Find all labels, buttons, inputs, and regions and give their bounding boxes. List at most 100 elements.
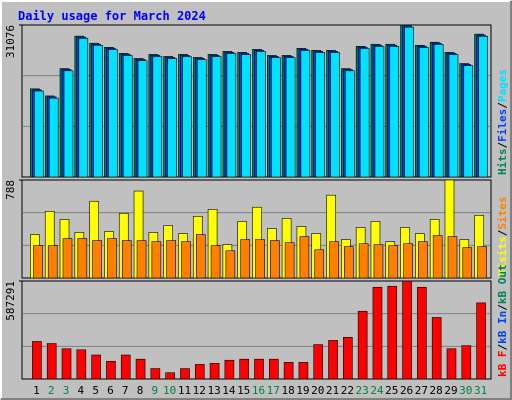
bar: [150, 368, 161, 380]
x-tick-label: 18: [281, 384, 294, 397]
x-tick-label: 3: [63, 384, 70, 397]
bar: [165, 372, 175, 380]
x-tick-label: 15: [237, 384, 250, 397]
bar: [91, 354, 101, 380]
bar: [284, 242, 295, 279]
legend-item: Sites: [496, 197, 509, 230]
legend-item: Pages: [496, 69, 509, 102]
x-tick-label: 12: [193, 384, 206, 397]
x-tick-label: 24: [370, 384, 384, 397]
x-tick-label: 9: [152, 384, 159, 397]
bar: [269, 358, 279, 380]
bar: [120, 354, 131, 380]
bar: [166, 240, 176, 279]
bar: [108, 49, 118, 178]
bar: [345, 70, 355, 178]
bar: [224, 359, 235, 380]
bar: [271, 57, 281, 178]
bar: [121, 240, 132, 279]
legend-separator: /: [496, 229, 509, 236]
bar: [136, 240, 147, 279]
bar: [181, 241, 191, 279]
bar: [329, 241, 339, 279]
bar: [418, 241, 428, 279]
x-tick-label: 16: [252, 384, 265, 397]
bar: [211, 56, 222, 178]
x-tick-label: 29: [444, 384, 457, 397]
legend: kB F/kB In/kB Out: [496, 264, 509, 377]
bar: [299, 236, 310, 279]
bar: [33, 245, 43, 279]
bar: [78, 38, 89, 178]
bar: [151, 241, 162, 279]
legend-item: Visits: [496, 236, 509, 276]
bar: [285, 57, 296, 178]
bar: [372, 286, 383, 380]
y-tick-label: 587291: [4, 281, 17, 321]
bar: [62, 238, 73, 279]
legend-item: kB F: [496, 351, 509, 378]
legend-item: kB Out: [496, 264, 509, 304]
x-tick-label: 4: [78, 384, 85, 397]
x-tick-label: 17: [267, 384, 280, 397]
bar: [195, 234, 206, 279]
legend: Hits/Files/Pages: [496, 69, 509, 175]
legend-separator: /: [496, 304, 509, 311]
x-tick-label: 26: [400, 384, 413, 397]
bar: [92, 240, 102, 279]
x-tick-label: 19: [296, 384, 309, 397]
x-tick-label: 31: [474, 384, 487, 397]
x-tick-label: 21: [326, 384, 339, 397]
bar: [239, 358, 249, 380]
legend: Visits/Sites: [496, 197, 509, 277]
bar: [254, 358, 264, 380]
bar: [135, 358, 146, 380]
legend-separator: /: [496, 102, 509, 109]
bar: [419, 47, 429, 178]
bar: [315, 52, 326, 178]
legend-separator: /: [496, 142, 509, 149]
bar: [387, 285, 398, 380]
bar: [433, 44, 444, 178]
bar: [167, 58, 177, 178]
x-tick-label: 25: [385, 384, 398, 397]
bar: [461, 345, 472, 380]
bar: [196, 59, 207, 178]
y-tick-label: 788: [4, 180, 17, 200]
bar: [182, 56, 192, 178]
x-tick-label: 28: [430, 384, 443, 397]
bar: [63, 70, 74, 178]
bar: [373, 244, 384, 279]
legend-item: Hits: [496, 149, 509, 176]
bar: [152, 56, 163, 178]
bar: [374, 46, 385, 178]
x-tick-label: 7: [122, 384, 129, 397]
x-tick-label: 6: [107, 384, 114, 397]
bar: [432, 235, 443, 279]
bar: [93, 45, 103, 178]
bar: [462, 247, 473, 279]
x-tick-label: 13: [207, 384, 220, 397]
bar: [283, 362, 294, 380]
bar: [240, 239, 250, 279]
x-tick-label: 1: [33, 384, 40, 397]
legend-item: kB In: [496, 311, 509, 344]
x-tick-label: 5: [92, 384, 99, 397]
bar: [270, 240, 280, 279]
bar: [478, 36, 488, 178]
bar: [210, 245, 221, 279]
bar: [106, 360, 116, 380]
bar: [255, 239, 265, 279]
bar: [32, 341, 42, 380]
bar: [431, 317, 442, 380]
bar: [300, 50, 311, 178]
bar: [446, 348, 457, 380]
bar: [448, 54, 459, 178]
bar: [61, 348, 72, 380]
x-tick-label: 2: [48, 384, 55, 397]
x-tick-label: 8: [137, 384, 144, 397]
bar: [46, 343, 57, 380]
bar: [77, 238, 88, 279]
